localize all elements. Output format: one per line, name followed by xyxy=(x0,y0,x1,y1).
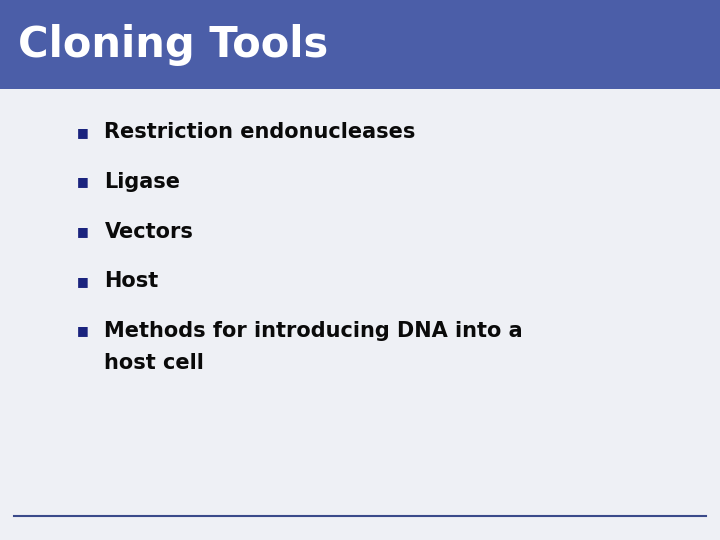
Text: Cloning Tools: Cloning Tools xyxy=(18,24,328,65)
Text: Host: Host xyxy=(104,271,158,292)
Text: ■: ■ xyxy=(77,225,89,238)
Text: Ligase: Ligase xyxy=(104,172,181,192)
Bar xyxy=(0,0,720,89)
Text: Restriction endonucleases: Restriction endonucleases xyxy=(104,122,415,143)
Text: ■: ■ xyxy=(77,275,89,288)
Text: Methods for introducing DNA into a: Methods for introducing DNA into a xyxy=(104,321,523,341)
Text: Vectors: Vectors xyxy=(104,221,193,242)
Text: ■: ■ xyxy=(77,176,89,188)
Text: ■: ■ xyxy=(77,325,89,338)
Text: host cell: host cell xyxy=(104,353,204,374)
Text: ■: ■ xyxy=(77,126,89,139)
